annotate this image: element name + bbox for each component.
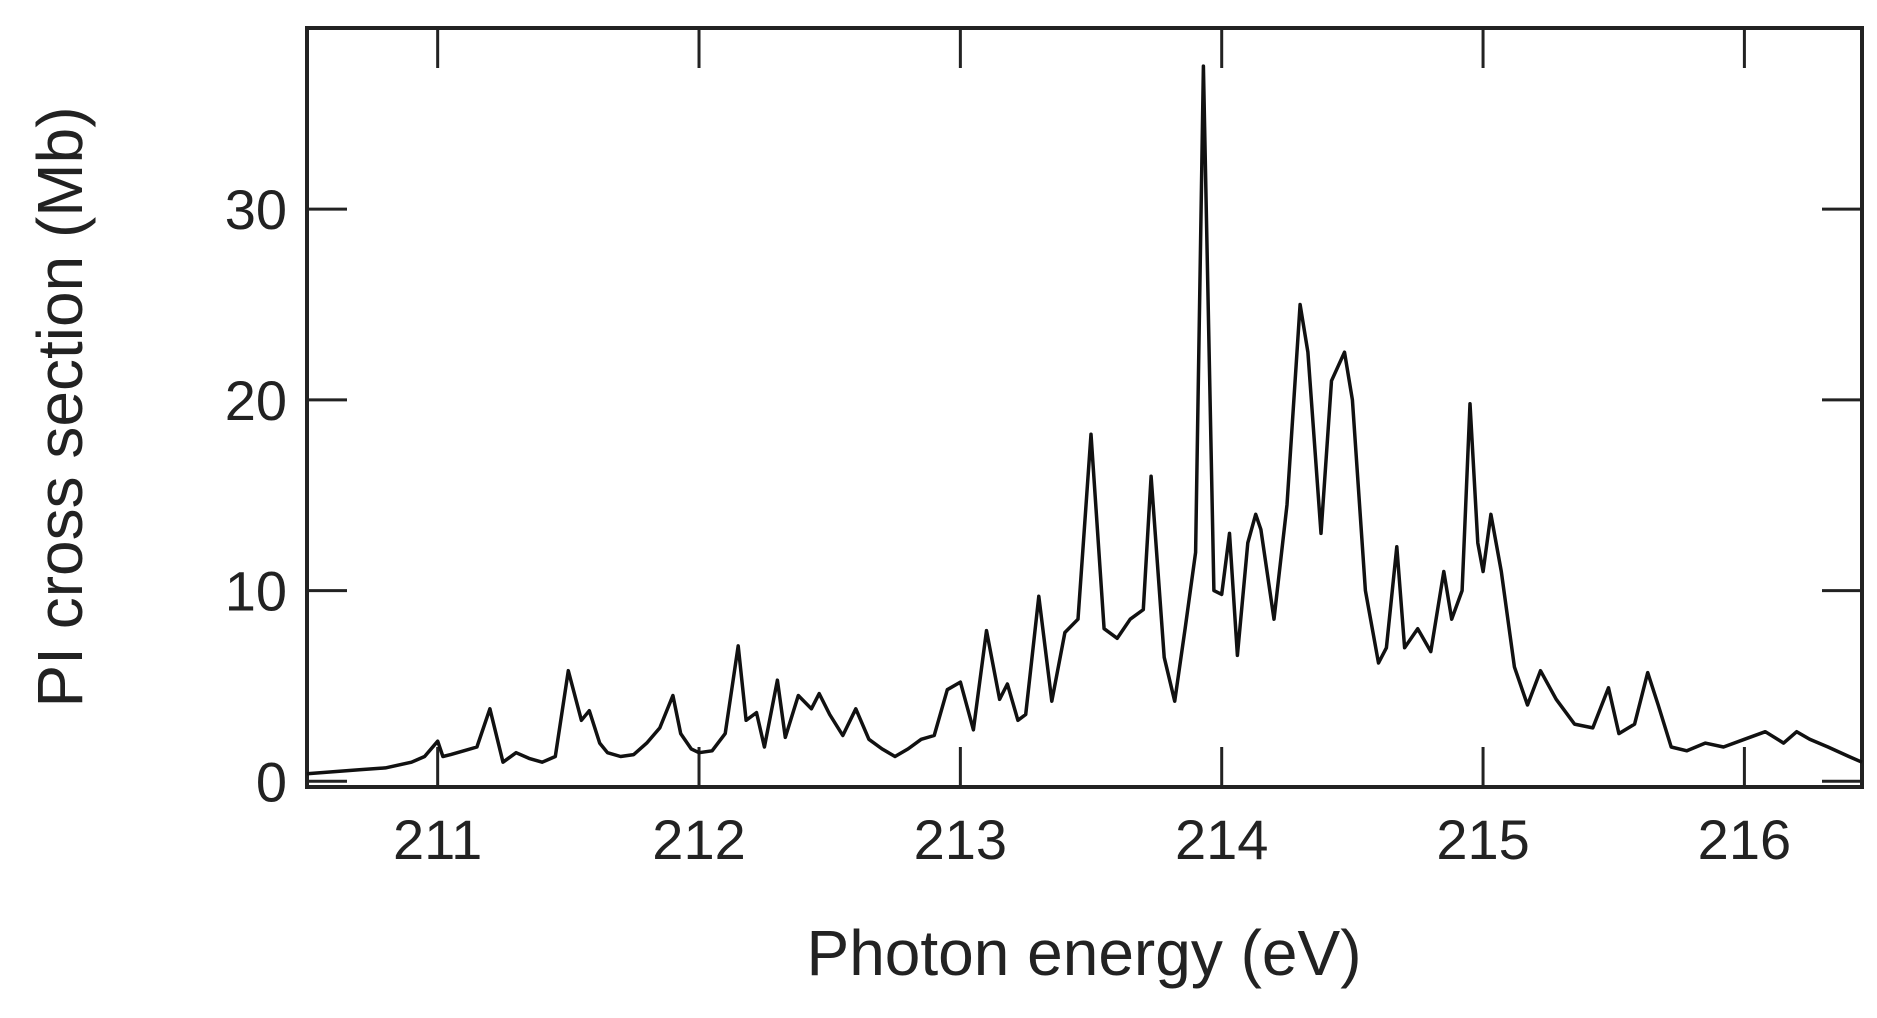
y-tick-label: 0 xyxy=(256,750,287,813)
x-tick-label: 212 xyxy=(652,808,745,871)
x-tick-label: 216 xyxy=(1698,808,1791,871)
x-axis-title: Photon energy (eV) xyxy=(807,917,1362,989)
x-tick-label: 211 xyxy=(393,808,482,871)
y-tick-label: 30 xyxy=(225,178,287,241)
y-tick-label: 20 xyxy=(225,369,287,432)
plot-frame xyxy=(305,26,1864,789)
x-tick-label: 213 xyxy=(914,808,1007,871)
y-tick-label: 10 xyxy=(225,560,287,623)
series-line xyxy=(306,64,1863,776)
y-axis-title: PI cross section (Mb) xyxy=(24,106,96,707)
x-tick-label: 214 xyxy=(1175,808,1268,871)
x-tick-label: 215 xyxy=(1436,808,1529,871)
x-axis-ticks: 211 212 213 214 215 216 xyxy=(393,28,1791,871)
y-axis-ticks: 0 10 20 30 xyxy=(225,178,1862,813)
